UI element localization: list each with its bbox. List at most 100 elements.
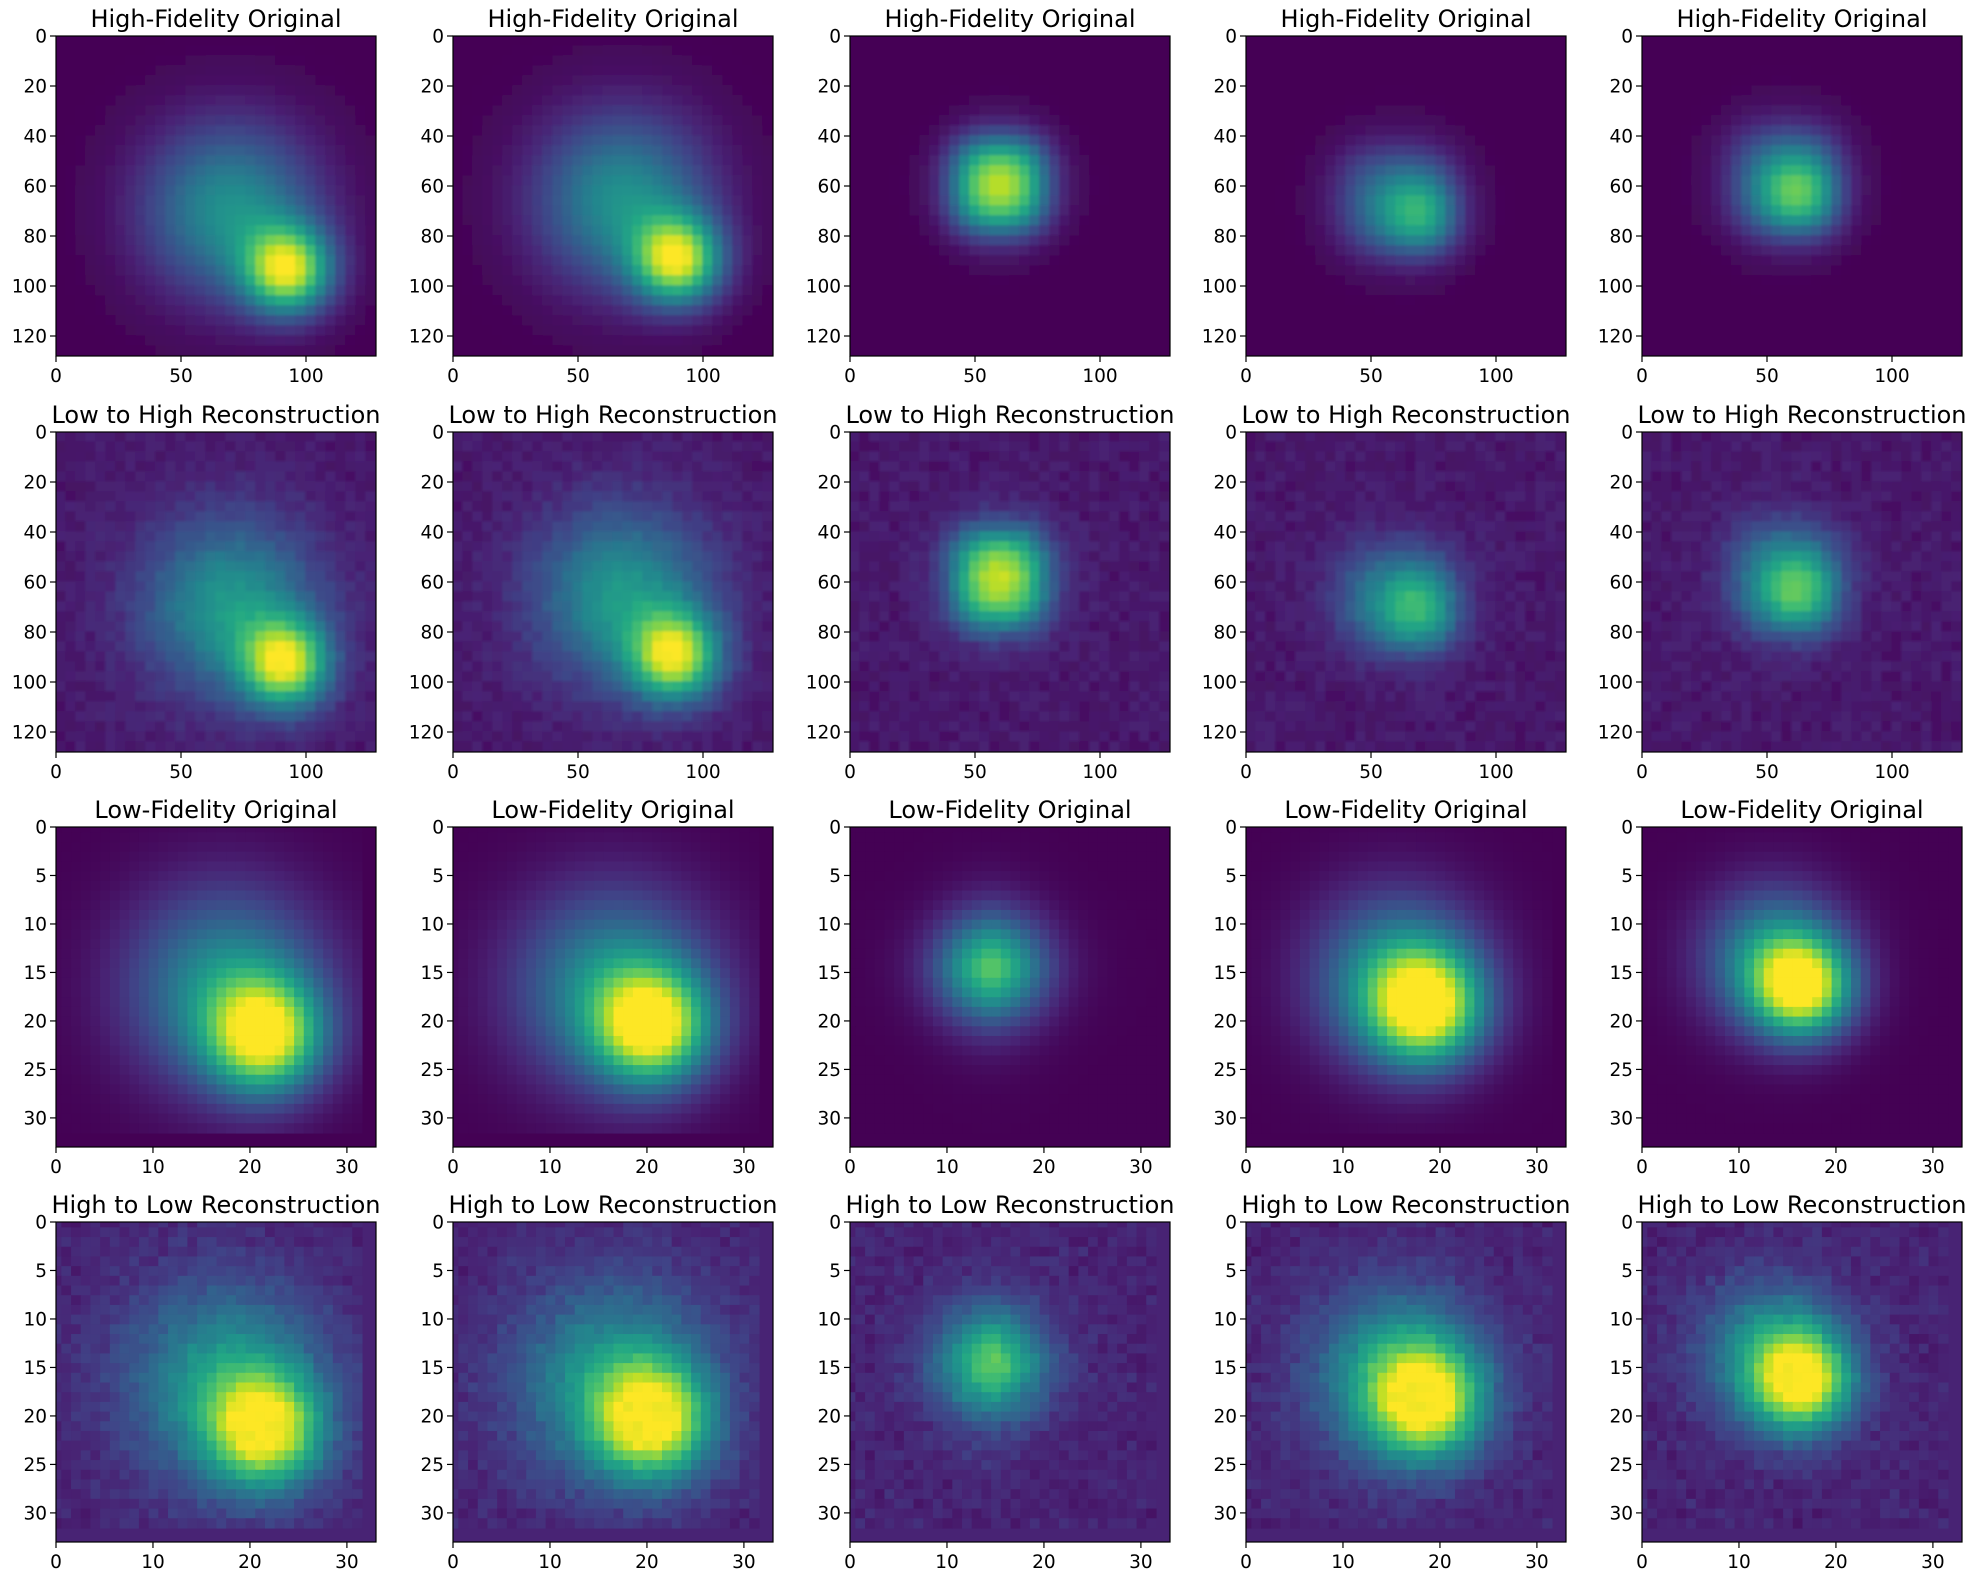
y-tick-label: 80 (23, 623, 47, 644)
y-tick-label: 40 (23, 127, 47, 148)
y-tick-label: 40 (1213, 127, 1237, 148)
panel-title: Low-Fidelity Original (1680, 796, 1923, 824)
axes-frame (1245, 826, 1567, 1148)
y-tick-label: 30 (1609, 1108, 1633, 1129)
y-tick-label: 0 (432, 818, 444, 839)
panel-title: High-Fidelity Original (90, 5, 341, 33)
y-tick-label: 120 (409, 327, 444, 348)
y-tick-label: 80 (1213, 623, 1237, 644)
heatmap-image (1246, 827, 1566, 1147)
y-tick-label: 10 (420, 1309, 444, 1330)
x-tick-label: 0 (50, 762, 62, 783)
y-tick-label: 100 (1202, 277, 1237, 298)
x-tick-label: 100 (1478, 762, 1513, 783)
x-tick-label: 10 (1727, 1552, 1751, 1573)
panel-title: Low-Fidelity Original (888, 796, 1131, 824)
panel-title: High-Fidelity Original (884, 5, 1135, 33)
y-tick-label: 40 (23, 523, 47, 544)
y-tick-label: 20 (420, 77, 444, 98)
x-tick-label: 50 (1755, 762, 1779, 783)
heatmap-image (850, 432, 1170, 752)
panel-r1-c3: High-Fidelity Original 0 50 100 0 20 40 60 80 100… (806, 5, 1171, 387)
y-tick-label: 120 (1598, 723, 1633, 744)
panel-title: Low-Fidelity Original (94, 796, 337, 824)
x-tick-label: 0 (50, 1552, 62, 1573)
y-tick-label: 30 (23, 1108, 47, 1129)
x-tick-label: 20 (1824, 1157, 1848, 1178)
x-tick-label: 10 (1331, 1552, 1355, 1573)
y-tick-label: 100 (1598, 673, 1633, 694)
y-tick-label: 10 (420, 914, 444, 935)
y-tick-label: 15 (817, 1358, 841, 1379)
x-tick-label: 30 (335, 1157, 359, 1178)
x-tick-label: 20 (1428, 1157, 1452, 1178)
axes-frame (1641, 826, 1963, 1148)
y-tick-label: 20 (1609, 77, 1633, 98)
x-tick-label: 20 (635, 1157, 659, 1178)
x-tick-label: 0 (447, 1552, 459, 1573)
y-tick-label: 80 (1609, 227, 1633, 248)
axes-frame (849, 35, 1171, 357)
y-tick-label: 5 (432, 1261, 444, 1282)
axes-frame (849, 431, 1171, 753)
x-tick-label: 20 (1824, 1552, 1848, 1573)
y-tick-label: 15 (1213, 1358, 1237, 1379)
x-tick-label: 10 (1331, 1157, 1355, 1178)
y-tick-label: 10 (1213, 914, 1237, 935)
axes-frame (1641, 1221, 1963, 1543)
y-tick-label: 120 (1202, 327, 1237, 348)
x-tick-label: 100 (1082, 366, 1117, 387)
y-tick-label: 20 (1213, 1406, 1237, 1427)
axes-frame (1641, 431, 1963, 753)
x-tick-label: 0 (50, 366, 62, 387)
panel-r1-c1: High-Fidelity Original 0 50 100 0 20 40 60 80 100… (12, 5, 377, 387)
y-tick-label: 60 (420, 177, 444, 198)
x-tick-label: 30 (1525, 1552, 1549, 1573)
panel-title: Low to High Reconstruction (448, 401, 777, 429)
y-tick-label: 5 (1225, 1261, 1237, 1282)
panel-title: High-Fidelity Original (1676, 5, 1927, 33)
y-tick-label: 60 (420, 573, 444, 594)
y-tick-label: 5 (1225, 866, 1237, 887)
heatmap-image (56, 36, 376, 356)
y-tick-label: 25 (1213, 1060, 1237, 1081)
y-tick-label: 25 (23, 1455, 47, 1476)
y-tick-label: 0 (1225, 1213, 1237, 1234)
y-tick-label: 20 (1213, 473, 1237, 494)
heatmap-image (56, 827, 376, 1147)
x-tick-label: 50 (1359, 366, 1383, 387)
y-tick-label: 25 (1213, 1455, 1237, 1476)
x-tick-label: 20 (1428, 1552, 1452, 1573)
y-tick-label: 40 (420, 523, 444, 544)
y-tick-label: 20 (23, 1406, 47, 1427)
x-tick-label: 30 (732, 1157, 756, 1178)
y-tick-label: 40 (817, 523, 841, 544)
x-tick-label: 0 (844, 1552, 856, 1573)
y-tick-label: 25 (817, 1060, 841, 1081)
axes-frame (1245, 431, 1567, 753)
heatmap-image (453, 432, 773, 752)
heatmap-image (1642, 827, 1962, 1147)
panel-r3-c5: Low-Fidelity Original 0 10 20 30 0 5 10 15 20 25 30 (1609, 796, 1963, 1178)
y-tick-label: 120 (12, 723, 47, 744)
y-tick-label: 25 (420, 1060, 444, 1081)
y-tick-label: 0 (829, 818, 841, 839)
x-tick-label: 100 (1874, 762, 1909, 783)
axes-frame (1641, 35, 1963, 357)
x-tick-label: 10 (1727, 1157, 1751, 1178)
y-tick-label: 20 (817, 1011, 841, 1032)
heatmap-image (1246, 432, 1566, 752)
y-tick-label: 15 (23, 963, 47, 984)
heatmap-image (1642, 1222, 1962, 1542)
y-tick-label: 60 (1609, 177, 1633, 198)
y-tick-label: 0 (829, 423, 841, 444)
x-tick-label: 30 (1921, 1552, 1945, 1573)
x-tick-label: 100 (288, 762, 323, 783)
y-tick-label: 30 (23, 1503, 47, 1524)
axes-frame (849, 1221, 1171, 1543)
y-tick-label: 0 (432, 27, 444, 48)
y-tick-label: 60 (817, 177, 841, 198)
